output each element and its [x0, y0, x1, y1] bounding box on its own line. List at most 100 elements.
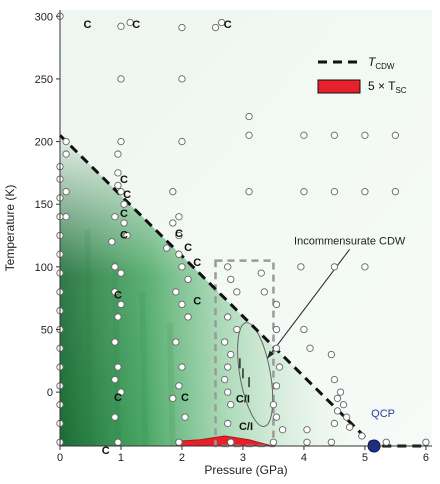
annotation-label: Incommensurate CDW: [294, 235, 406, 247]
data-point: [227, 275, 235, 284]
data-point: [175, 438, 183, 446]
data-point: [233, 325, 241, 334]
legend: TCDW 5 × TSC: [317, 55, 407, 95]
data-point: [300, 131, 308, 139]
y-tick-label: 300: [35, 11, 53, 23]
data-point: [111, 263, 119, 271]
data-point: [163, 244, 171, 252]
data-point: [114, 169, 122, 177]
phase-label: C: [132, 19, 140, 31]
x-tick-label: 0: [57, 452, 63, 464]
data-point: [245, 112, 253, 121]
data-point: [327, 350, 336, 359]
data-point: [224, 419, 232, 428]
data-point: [361, 188, 369, 196]
legend-tcdw-label: TCDW: [368, 55, 395, 71]
data-point: [126, 18, 134, 27]
data-point: [111, 213, 119, 221]
data-point: [227, 401, 235, 409]
cdw-contour: [84, 229, 94, 446]
phase-label: C: [193, 257, 201, 269]
data-point: [224, 363, 232, 371]
data-point: [108, 238, 116, 246]
data-point: [178, 263, 186, 271]
data-point: [117, 22, 125, 30]
data-point: [260, 288, 268, 296]
phase-label: C: [120, 208, 128, 220]
data-point: [361, 263, 369, 271]
phase-label: C: [114, 392, 122, 404]
annotation-arrowhead: [267, 350, 275, 359]
data-point: [117, 269, 125, 277]
data-point: [306, 344, 314, 352]
data-point: [245, 188, 253, 196]
data-point: [272, 344, 281, 352]
data-point: [211, 23, 220, 32]
y-tick-label: 150: [35, 199, 53, 211]
legend-sc-subscript: SC: [395, 86, 406, 95]
x-tick-label: 6: [423, 452, 429, 464]
data-point: [227, 350, 235, 359]
data-point: [275, 363, 284, 371]
data-point: [391, 188, 400, 196]
data-point: [233, 288, 241, 296]
data-point: [361, 131, 369, 139]
data-point: [300, 325, 308, 334]
data-point: [111, 375, 119, 384]
data-point: [62, 188, 70, 196]
data-point: [184, 275, 192, 284]
cdw-contour: [166, 323, 176, 446]
data-point: [111, 413, 119, 421]
legend-tcdw-symbol: T: [368, 55, 377, 69]
data-point: [178, 137, 186, 146]
data-point: [175, 382, 183, 390]
phase-label: C: [83, 19, 91, 31]
phase-label: C: [175, 228, 183, 240]
data-point: [224, 388, 232, 396]
data-point: [358, 432, 366, 440]
x-tick-label: 2: [179, 452, 185, 464]
phase-label: C: [193, 296, 201, 308]
data-point: [245, 131, 253, 139]
data-point: [272, 382, 281, 390]
data-point: [339, 401, 348, 409]
data-point: [272, 413, 281, 421]
data-point: [111, 338, 119, 346]
data-point: [330, 263, 339, 271]
data-point: [257, 269, 265, 277]
data-point: [224, 263, 232, 271]
data-point: [178, 363, 186, 371]
data-point: [327, 438, 336, 446]
phase-label: C: [120, 229, 128, 241]
data-point: [303, 426, 311, 434]
cdw-contour: [139, 291, 149, 446]
phase-label: C: [181, 392, 189, 404]
data-point: [172, 338, 180, 346]
data-point: [422, 438, 430, 446]
data-point: [175, 231, 183, 240]
phase-label: C: [120, 174, 128, 186]
data-point: [227, 438, 235, 446]
data-point: [221, 375, 229, 384]
incommensurate-ellipse: [237, 322, 274, 427]
data-point: [330, 419, 339, 428]
data-point: [117, 388, 125, 396]
data-point: [330, 131, 339, 139]
x-tick-label: 1: [118, 452, 124, 464]
x-tick-label: 4: [301, 452, 307, 464]
data-point: [181, 413, 189, 421]
data-point: [178, 75, 186, 83]
data-point: [297, 263, 305, 271]
data-point: [333, 394, 342, 403]
data-point: [117, 75, 125, 83]
data-point: [120, 200, 128, 208]
data-point: [333, 407, 342, 415]
data-point: [123, 231, 131, 240]
data-point: [224, 313, 232, 321]
data-point: [336, 388, 345, 396]
data-point: [303, 438, 311, 446]
phase-label: C: [123, 189, 131, 201]
data-point: [221, 338, 229, 346]
legend-sc-label: 5 × TSC: [368, 79, 407, 95]
